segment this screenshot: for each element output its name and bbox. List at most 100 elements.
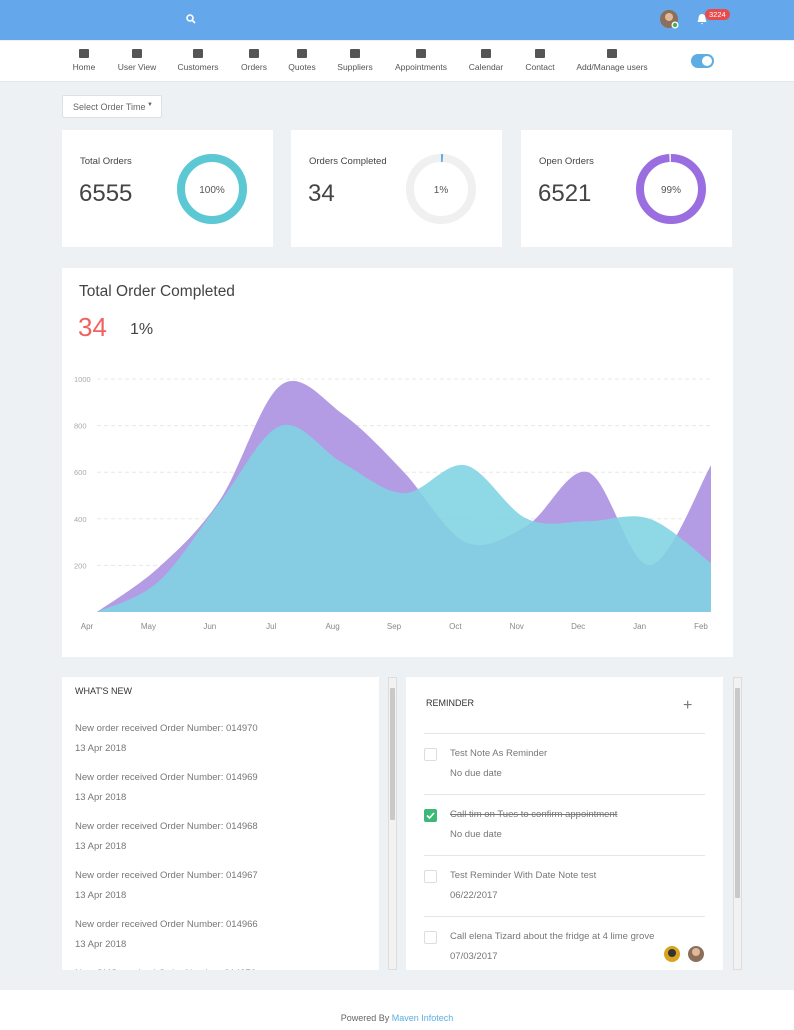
x-tick-label: Sep [387,622,402,631]
nav-item[interactable]: Customers [153,47,243,72]
user-avatar[interactable] [659,9,681,31]
news-scrollbar[interactable] [388,677,397,970]
reminder-panel: REMINDER + Test Note As Reminder No due d… [406,677,723,970]
news-text: New SMS received Order Number: 014970 [75,968,258,970]
nav-label: Customers [177,62,219,72]
add-reminder[interactable]: + [683,697,693,714]
nav-item[interactable]: Calendar [441,47,531,72]
nav-icon [297,49,307,58]
x-tick-label: Jan [633,622,646,631]
stat-card: Orders Completed 34 1% [291,130,502,247]
donut: 100% [177,154,247,224]
top-bar: 3224 [0,0,794,40]
bell-icon[interactable] [697,14,707,25]
nav-icon [132,49,142,58]
card-value: 34 [308,180,335,207]
x-tick-label: Jun [203,622,216,631]
x-tick-label: Feb [694,622,708,631]
nav-label: Home [72,62,96,72]
nav-icon [607,49,617,58]
reminder-title: REMINDER [426,698,475,708]
reminder-text: Call elena Tizard about the fridge at 4 … [450,931,655,942]
card-title: Orders Completed [309,156,387,167]
search-icon[interactable] [186,14,196,24]
nav-bar: Home User View Customers Orders Quotes Suppli… [0,41,794,82]
y-tick-label: 200 [74,561,87,570]
nav-label: Suppliers [337,62,373,72]
news-item: New SMS received Order Number: 01497013 … [75,968,258,970]
news-item: New order received Order Number: 014966 1… [75,919,258,968]
news-text: New order received Order Number: 014966 [75,919,258,930]
reminder-date: No due date [450,829,502,840]
reminder-text: Test Reminder With Date Note test [450,870,597,881]
donut: 99% [636,154,706,224]
nav-label: Appointments [395,62,447,72]
nav-label: User View [117,62,157,72]
footer-prefix: Powered By [340,1013,390,1023]
news-date: 13 Apr 2018 [75,841,127,852]
reminder-scrollbar[interactable] [733,677,742,970]
nav-icon [481,49,491,58]
nav-icon [350,49,360,58]
check-mark [426,812,435,820]
x-tick-label: Oct [449,622,462,631]
area [97,424,711,612]
nav-item[interactable]: Orders [209,47,299,72]
donut-label: 1% [434,185,449,196]
nav-icon [416,49,426,58]
nav-item[interactable]: Quotes [257,47,347,72]
nav-icon [79,49,89,58]
donut-label: 100% [199,185,225,196]
y-tick-label: 1000 [74,375,91,384]
x-tick-label: Jul [266,622,276,631]
footer-link[interactable]: Maven Infotech [391,1013,454,1023]
card-title: Open Orders [539,156,594,167]
nav-item[interactable]: Home [39,47,129,72]
toggle-switch[interactable] [691,54,714,68]
nav-icon [535,49,545,58]
reminder-item: Test Note As Reminder No due date [424,733,705,794]
checkbox[interactable] [424,870,437,883]
donut-arc [177,154,247,224]
footer: Powered By Maven Infotech [0,990,794,1030]
news-date: 13 Apr 2018 [75,792,127,803]
news-item: New order received Order Number: 014968 1… [75,821,258,870]
x-tick-label: Apr [81,622,94,631]
nav-label: Orders [241,62,267,72]
nav-label: Add/Manage users [576,62,648,72]
checkbox[interactable] [424,931,437,944]
reminder-item: Call elena Tizard about the fridge at 4 … [424,916,705,970]
x-tick-label: Nov [510,622,524,631]
news-date: 13 Apr 2018 [75,939,127,950]
whats-new-title: WHAT'S NEW [75,686,133,696]
stat-card: Open Orders 6521 99% [521,130,732,247]
news-list: New order received Order Number: 014970 1… [75,723,258,970]
news-text: New order received Order Number: 014969 [75,772,258,783]
assignee-avatars [664,946,704,962]
news-text: New order received Order Number: 014968 [75,821,258,832]
completed-percent: 1% [130,321,154,338]
completed-count: 34 [78,312,107,342]
x-tick-label: May [141,622,156,631]
news-date: 13 Apr 2018 [75,890,127,901]
checkbox[interactable] [424,809,437,822]
reminder-text: Test Note As Reminder [450,748,548,759]
scroll-thumb[interactable] [735,688,740,898]
card-value: 6521 [538,180,592,207]
nav-item[interactable]: Add/Manage users [567,47,657,72]
order-time-select[interactable]: Select Order Time▼ [62,95,162,118]
nav-item[interactable]: Contact [495,47,585,72]
nav-label: Quotes [288,62,316,72]
nav-item[interactable]: User View [92,47,182,72]
news-text: New order received Order Number: 014970 [75,723,258,734]
nav-item[interactable]: Appointments [376,47,466,72]
checkbox[interactable] [424,748,437,761]
nav-item[interactable]: Suppliers [310,47,400,72]
stat-card: Total Orders 6555 100% [62,130,273,247]
nav-label: Calendar [468,62,504,72]
notification-badge: 3224 [705,9,730,20]
nav-icon [193,49,203,58]
card-value: 6555 [79,180,133,207]
scroll-thumb[interactable] [390,688,395,820]
